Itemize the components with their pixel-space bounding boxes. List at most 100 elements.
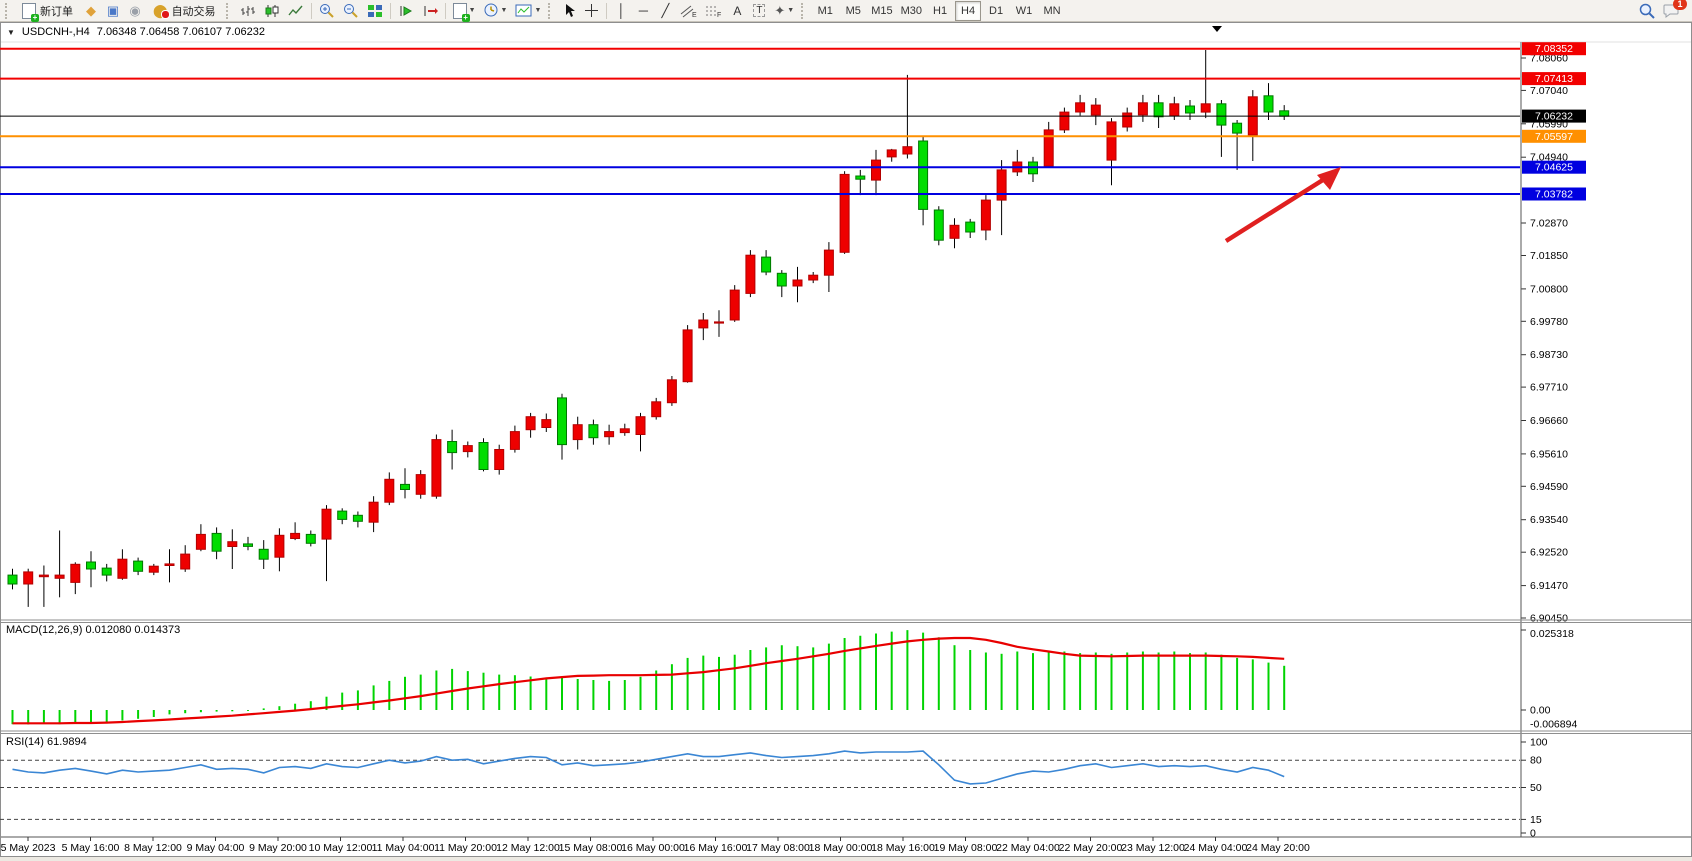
- svg-text:24 May 20:00: 24 May 20:00: [1246, 842, 1310, 854]
- chart-shift-button[interactable]: [419, 1, 441, 21]
- candles: [7, 50, 1290, 607]
- svg-text:11 May 04:00: 11 May 04:00: [372, 842, 435, 854]
- zoom-out-button[interactable]: [340, 1, 362, 21]
- timeframe-M30-button[interactable]: M30: [898, 1, 925, 21]
- svg-text:80: 80: [1530, 755, 1542, 767]
- market-watch-button[interactable]: ▣: [103, 1, 123, 21]
- svg-text:6.97710: 6.97710: [1530, 382, 1568, 394]
- clock-icon: [484, 3, 497, 17]
- svg-text:7.08060: 7.08060: [1530, 53, 1568, 65]
- text-label-icon: T: [753, 4, 766, 17]
- bar-chart-icon: [240, 5, 255, 16]
- time-axis[interactable]: 5 May 2023 5 May 16:00 8 May 12:00 9 May 04…: [1, 837, 1310, 854]
- fibonacci-button[interactable]: F: [702, 1, 725, 21]
- rsi-line: [12, 750, 1285, 785]
- rsi-indicator-label: RSI(14) 61.9894: [6, 736, 87, 748]
- timeframe-D1-button[interactable]: D1: [983, 1, 1009, 21]
- svg-text:16 May 16:00: 16 May 16:00: [684, 842, 748, 854]
- channel-icon: E: [681, 5, 697, 18]
- text-button[interactable]: A: [727, 1, 747, 21]
- timeframe-M15-button[interactable]: M15: [868, 1, 895, 21]
- new-order-icon: +: [22, 2, 39, 22]
- svg-text:7.08352: 7.08352: [1535, 43, 1573, 55]
- svg-text:5 May 2023: 5 May 2023: [1, 842, 56, 854]
- timeframe-MN-button[interactable]: MN: [1039, 1, 1065, 21]
- template-button[interactable]: ▼: [512, 1, 544, 21]
- trend-arrow[interactable]: [1224, 167, 1341, 243]
- zoom-in-button[interactable]: [316, 1, 338, 21]
- bookmark-icon: ◆: [86, 3, 96, 18]
- timeframe-W1-button[interactable]: W1: [1011, 1, 1037, 21]
- svg-text:7.03782: 7.03782: [1535, 189, 1573, 201]
- line-chart-button[interactable]: [285, 1, 307, 21]
- channel-button[interactable]: E: [677, 1, 700, 21]
- search-button[interactable]: [1636, 1, 1658, 21]
- arrows-button[interactable]: ✦ ▼: [771, 1, 797, 21]
- chart-menu-icon[interactable]: ▼: [7, 27, 15, 37]
- chart-title-bar[interactable]: ▼ USDCNH-,H4 7.06348 7.06458 7.06107 7.0…: [7, 26, 265, 38]
- chart-ohlc-values: 7.06348 7.06458 7.06107 7.06232: [96, 26, 265, 38]
- svg-text:-0.006894: -0.006894: [1530, 719, 1577, 731]
- chevron-down-icon: ▼: [534, 7, 542, 14]
- timeframe-M5-button[interactable]: M5: [840, 1, 866, 21]
- autotrade-button[interactable]: ⬤ 自动交易: [147, 1, 222, 21]
- trendline-icon: ╱: [661, 3, 670, 18]
- svg-text:9 May 20:00: 9 May 20:00: [249, 842, 307, 854]
- text-icon: A: [733, 3, 742, 18]
- vertical-line-icon: │: [617, 3, 626, 18]
- trendline-button[interactable]: ╱: [655, 1, 675, 21]
- svg-text:9 May 04:00: 9 May 04:00: [187, 842, 245, 854]
- auto-scroll-button[interactable]: [395, 1, 417, 21]
- template-icon: [515, 4, 532, 17]
- candlestick-button[interactable]: [261, 1, 283, 21]
- timeframe-H1-button[interactable]: H1: [927, 1, 953, 21]
- svg-text:12 May 12:00: 12 May 12:00: [496, 842, 560, 854]
- svg-text:8 May 12:00: 8 May 12:00: [124, 842, 182, 854]
- svg-text:7.05597: 7.05597: [1535, 131, 1573, 143]
- macd-signal-line: [12, 636, 1285, 725]
- new-order-button[interactable]: + 新订单: [16, 1, 79, 22]
- svg-text:23 May 12:00: 23 May 12:00: [1121, 842, 1185, 854]
- svg-text:6.95610: 6.95610: [1530, 448, 1568, 460]
- svg-text:6.91470: 6.91470: [1530, 580, 1568, 592]
- new-order-label: 新订单: [40, 5, 73, 18]
- autotrade-icon: ⬤: [153, 2, 170, 19]
- bookmark-button[interactable]: ◆: [81, 1, 101, 21]
- svg-text:6.98730: 6.98730: [1530, 349, 1568, 361]
- timeframe-M1-button[interactable]: M1: [812, 1, 838, 21]
- horizontal-line-button[interactable]: ─: [633, 1, 653, 21]
- chevron-down-icon: ▼: [500, 7, 508, 14]
- svg-text:15 May 08:00: 15 May 08:00: [559, 842, 623, 854]
- crosshair-button[interactable]: [581, 1, 602, 21]
- period-button[interactable]: ▼: [481, 1, 511, 21]
- svg-text:7.02870: 7.02870: [1530, 218, 1568, 230]
- toolbar: + 新订单 ◆ ▣ ◉ ⬤ 自动交易 + ▼ ▼ ▼ │ ─ ╱ E F A T …: [0, 0, 1692, 22]
- rsi-axis: 100 80 50 15 0: [1521, 737, 1548, 840]
- vertical-line-button[interactable]: │: [611, 1, 631, 21]
- svg-text:0.00: 0.00: [1530, 705, 1551, 717]
- scroll-to-end-marker[interactable]: [1212, 26, 1222, 32]
- cursor-icon: [566, 4, 576, 17]
- svg-text:7.07413: 7.07413: [1535, 73, 1573, 85]
- bar-chart-button[interactable]: [237, 1, 259, 21]
- new-chart-icon: +: [452, 2, 470, 22]
- svg-text:6.94590: 6.94590: [1530, 481, 1568, 493]
- tile-windows-button[interactable]: [364, 1, 386, 21]
- zoom-in-icon: [319, 4, 334, 18]
- chart-shift-icon: [424, 5, 438, 16]
- svg-text:24 May 04:00: 24 May 04:00: [1184, 842, 1248, 854]
- notifications-button[interactable]: 1: [1660, 0, 1687, 21]
- svg-text:7.01850: 7.01850: [1530, 250, 1568, 262]
- crosshair-icon: [585, 4, 599, 17]
- new-chart-button[interactable]: + ▼: [450, 1, 479, 22]
- price-axis[interactable]: 7.080607.070407.059907.049407.028707.018…: [1521, 42, 1586, 625]
- toolbar-grip: [801, 2, 808, 19]
- cursor-button[interactable]: [559, 1, 579, 21]
- horizontal-level-lines[interactable]: [0, 47, 1520, 195]
- text-label-button[interactable]: T: [749, 1, 769, 21]
- timeframe-H4-button[interactable]: H4: [955, 0, 982, 21]
- signal-button[interactable]: ◉: [125, 1, 145, 21]
- svg-text:7.06232: 7.06232: [1535, 111, 1573, 123]
- tile-windows-icon: [367, 4, 382, 17]
